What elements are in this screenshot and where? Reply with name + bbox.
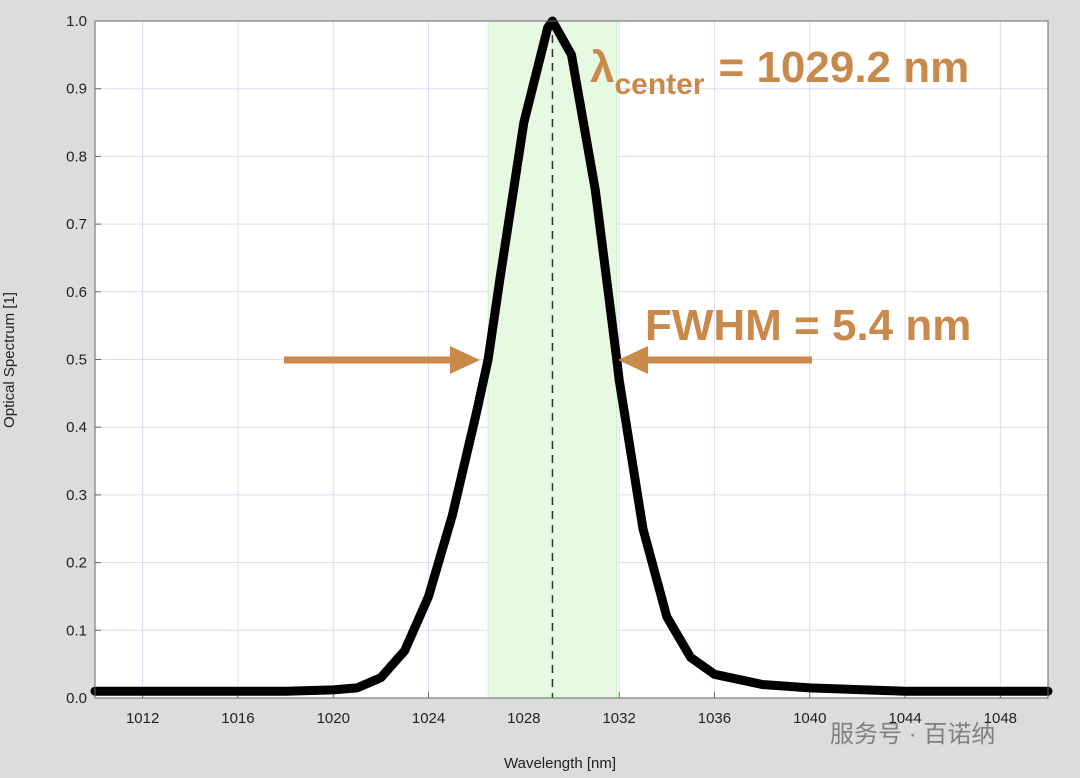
- arrowhead-left: [450, 346, 480, 374]
- fwhm-arrows: [284, 346, 812, 374]
- center-value: = 1029.2 nm: [719, 43, 970, 92]
- lambda-subscript: center: [614, 68, 704, 101]
- x-tick-label: 1020: [317, 710, 350, 727]
- x-tick-label: 1040: [793, 710, 826, 727]
- spectrum-line: [90, 16, 1053, 696]
- center-annotation: λcenter = 1029.2 nm: [590, 43, 969, 101]
- y-tick-label: 0.4: [66, 419, 87, 436]
- x-tick-label: 1048: [984, 710, 1017, 727]
- y-tick-label: 0.2: [66, 555, 87, 572]
- y-tick-label: 1.0: [66, 13, 87, 30]
- lambda-symbol: λ: [590, 43, 614, 92]
- x-tick-label: 1028: [507, 710, 540, 727]
- y-axis-label: Optical Spectrum [1]: [1, 292, 18, 428]
- y-tick-label: 0.0: [66, 690, 87, 707]
- y-tick-label: 0.1: [66, 622, 87, 639]
- y-tick-label: 0.7: [66, 216, 87, 233]
- fwhm-annotation: FWHM = 5.4 nm: [645, 301, 971, 350]
- y-tick-label: 0.8: [66, 148, 87, 165]
- x-tick-label: 1024: [412, 710, 445, 727]
- x-tick-label: 1036: [698, 710, 731, 727]
- x-tick-label: 1016: [221, 710, 254, 727]
- y-tick-label: 0.9: [66, 81, 87, 98]
- y-tick-label: 0.6: [66, 284, 87, 301]
- arrowhead-right: [618, 346, 648, 374]
- x-axis-label: Wavelength [nm]: [504, 755, 616, 772]
- x-tick-label: 1044: [888, 710, 921, 727]
- watermark: 服务号 · 百诺纳: [830, 721, 995, 748]
- x-tick-label: 1012: [126, 710, 159, 727]
- x-tick-label: 1032: [602, 710, 635, 727]
- y-tick-label: 0.3: [66, 487, 87, 504]
- y-tick-label: 0.5: [66, 352, 87, 369]
- plot-frame: [94, 20, 1049, 699]
